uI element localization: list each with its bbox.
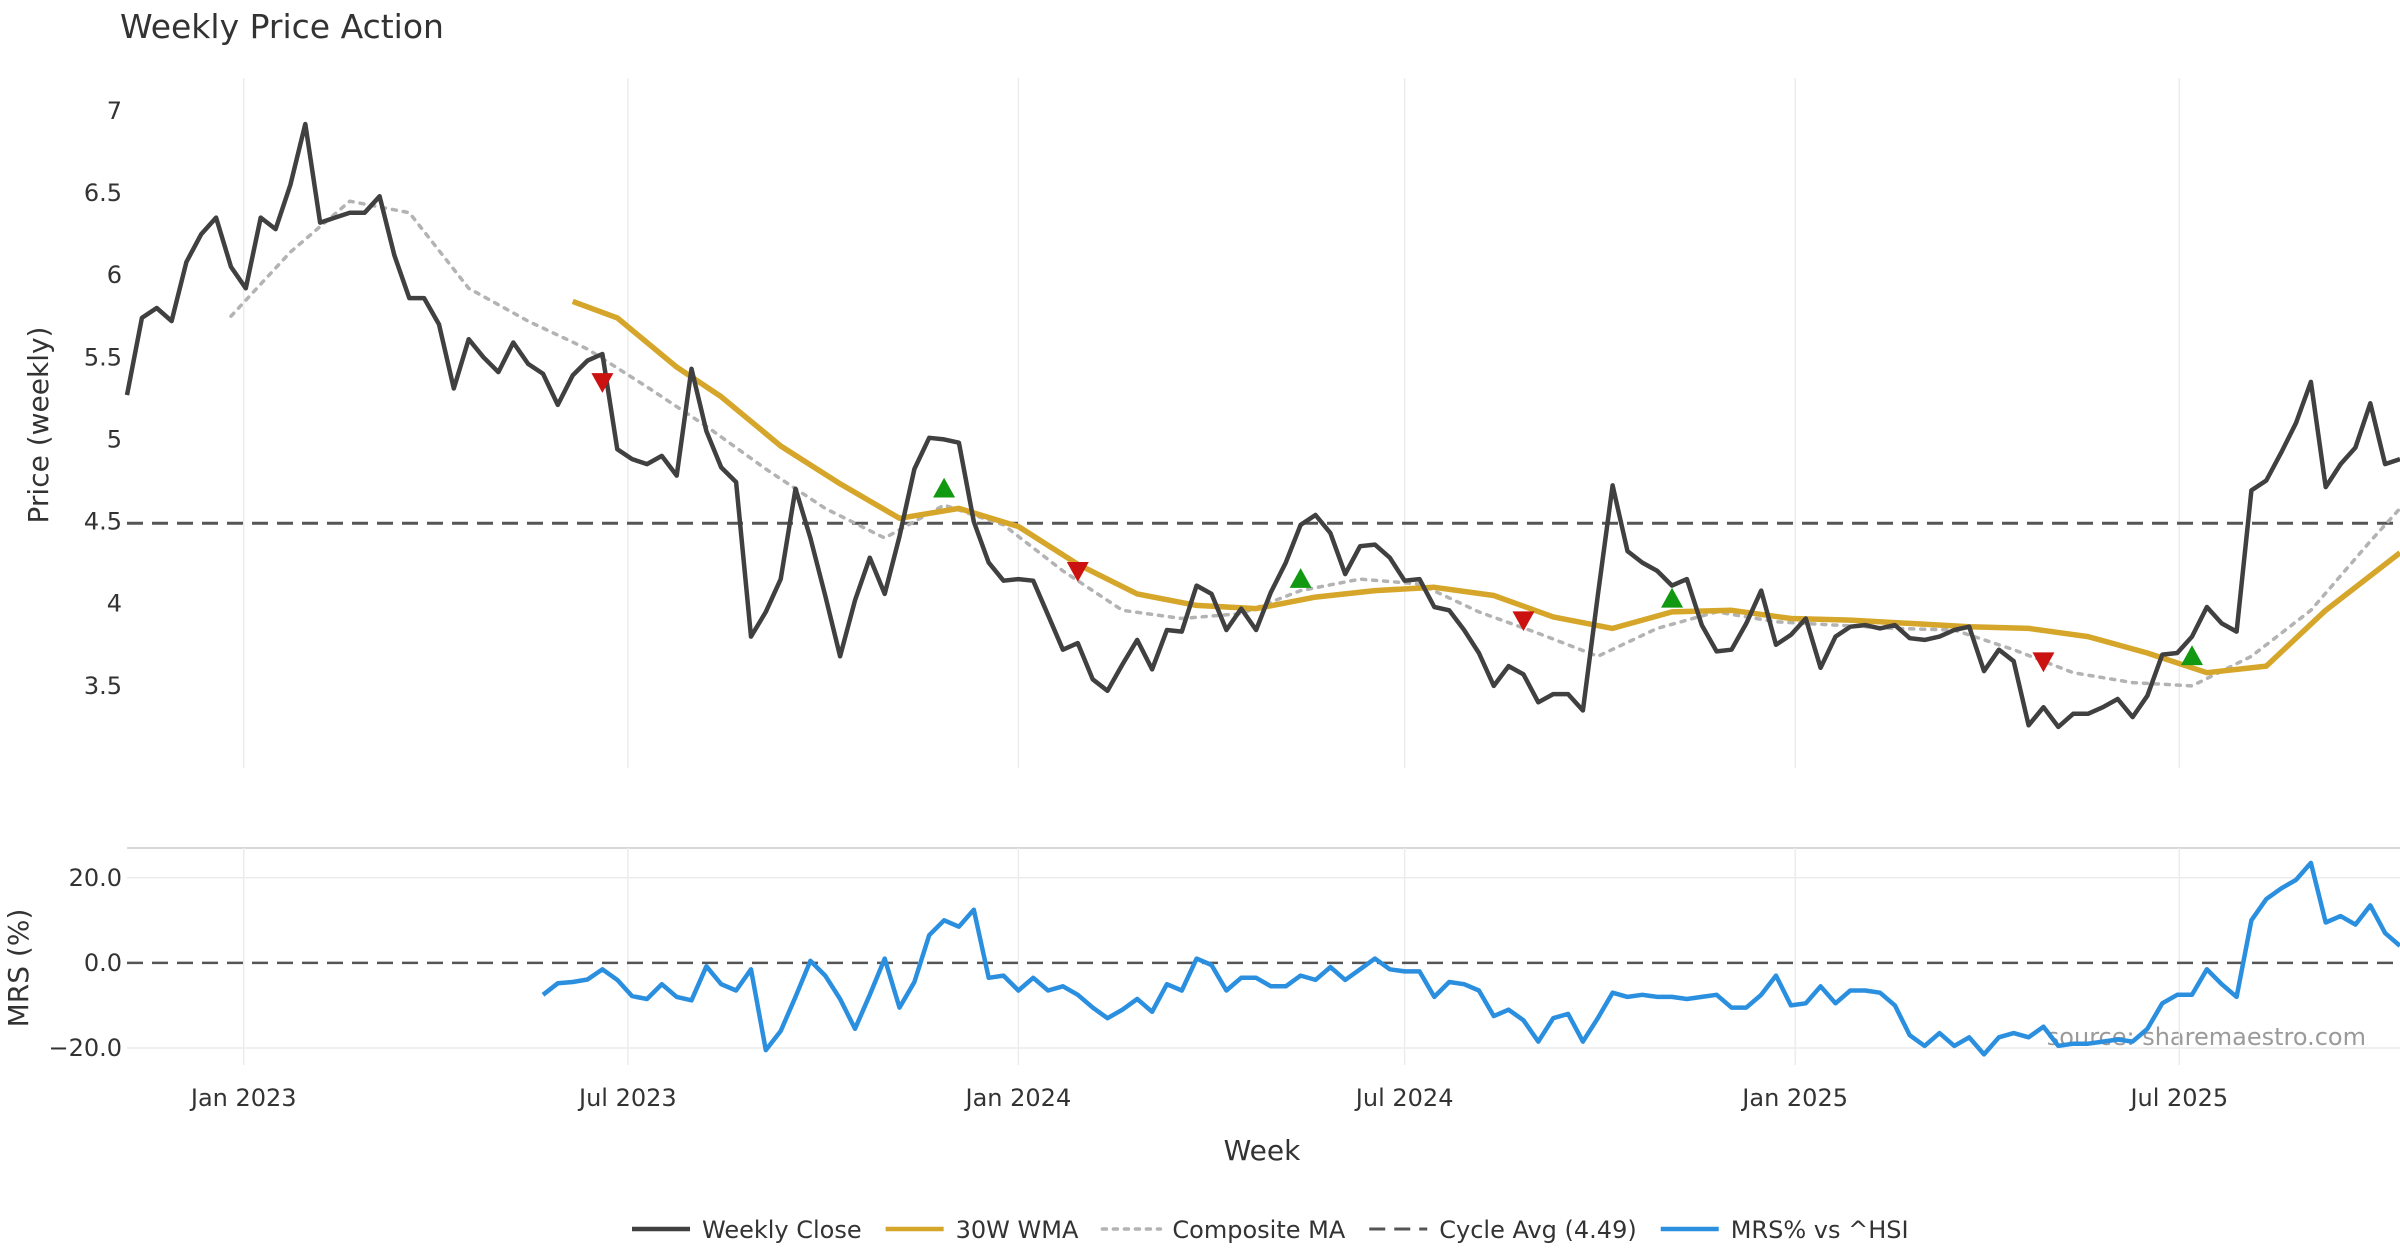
price-y-tick-label: 5 — [107, 425, 122, 453]
legend-label: Weekly Close — [702, 1216, 862, 1244]
x-tick-label: Jan 2024 — [964, 1084, 1072, 1112]
weekly-close-line — [124, 121, 2400, 730]
mrs-y-tick-label: −20.0 — [48, 1034, 122, 1062]
gridlines — [127, 78, 2400, 1065]
x-axis-label: Week — [1224, 1134, 1301, 1167]
buy-signal-marker — [1289, 568, 1312, 588]
buy-signal-marker — [2181, 645, 2204, 666]
legend-label: Composite MA — [1172, 1216, 1345, 1244]
buy-signal-marker — [1661, 587, 1684, 608]
mrs-y-axis-label: MRS (%) — [2, 909, 35, 1028]
legend-label: MRS% vs ^HSI — [1731, 1216, 1909, 1244]
legend-item: MRS% vs ^HSI — [1660, 1216, 1909, 1244]
legend: Weekly Close 30W WMA Composite MA Cycle Avg… — [632, 1216, 1909, 1244]
x-tick-label: Jul 2023 — [577, 1084, 677, 1112]
sell-signal-marker — [591, 373, 614, 393]
mrs-y-tick-label: 20.0 — [69, 864, 122, 892]
sell-signal-marker — [1512, 611, 1535, 632]
x-tick-label: Jul 2025 — [2128, 1084, 2228, 1112]
price-y-tick-label: 3.5 — [84, 672, 122, 700]
price-y-tick-label: 7 — [107, 97, 122, 125]
price-y-tick-label: 4 — [107, 590, 122, 618]
30w-wma-line — [571, 298, 2400, 676]
series-lines — [124, 121, 2400, 1057]
legend-label: Cycle Avg (4.49) — [1439, 1216, 1636, 1244]
legend-label: 30W WMA — [956, 1216, 1079, 1244]
sell-signal-marker — [1066, 562, 1089, 582]
legend-item: 30W WMA — [885, 1216, 1079, 1244]
mrs-y-tick-label: 0.0 — [84, 949, 122, 977]
x-tick-label: Jan 2023 — [189, 1084, 297, 1112]
source-annotation: source: sharemaestro.com — [2047, 1023, 2366, 1051]
price-y-axis-label: Price (weekly) — [22, 327, 55, 524]
signal-markers — [591, 373, 2204, 673]
legend-item: Cycle Avg (4.49) — [1369, 1216, 1637, 1244]
mrs-line — [541, 860, 2400, 1057]
price-y-tick-label: 4.5 — [84, 508, 122, 536]
price-y-tick-label: 6.5 — [84, 179, 122, 207]
x-tick-label: Jul 2024 — [1354, 1084, 1454, 1112]
reference-lines — [127, 521, 2400, 965]
price-y-tick-label: 5.5 — [84, 343, 122, 371]
buy-signal-marker — [933, 477, 956, 498]
x-tick-label: Jan 2025 — [1740, 1084, 1848, 1112]
composite-ma-line — [229, 199, 2400, 688]
chart-title: Weekly Price Action — [120, 7, 444, 46]
price-y-tick-label: 6 — [107, 261, 122, 289]
sell-signal-marker — [2032, 652, 2055, 673]
tick-labels: Jan 2023 Jul 2023 Jan 2024 Jul 2024 Jan 2025… — [48, 97, 2228, 1112]
legend-item: Weekly Close — [632, 1216, 862, 1244]
legend-item: Composite MA — [1100, 1216, 1346, 1244]
